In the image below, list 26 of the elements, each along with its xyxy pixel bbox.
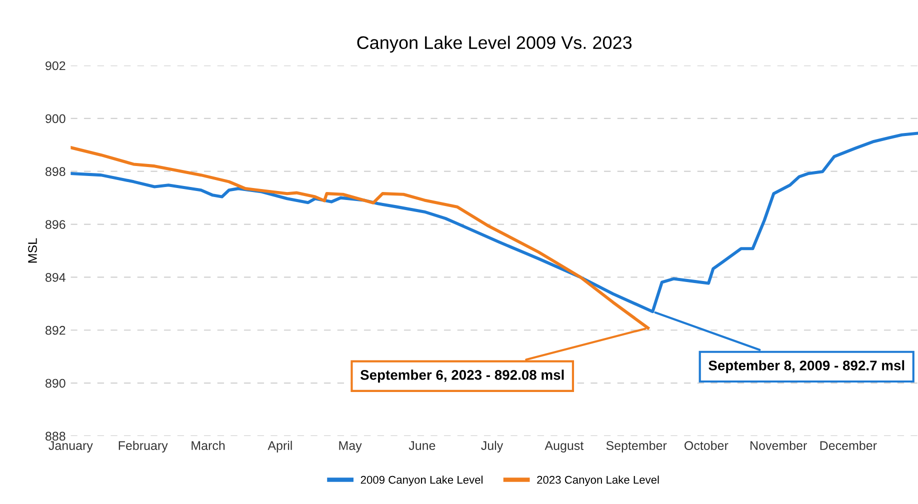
y-tick-label: 890	[46, 378, 66, 388]
x-tick-label: May	[339, 441, 362, 452]
legend-label: 2023 Canyon Lake Level	[537, 476, 659, 486]
x-tick-label: January	[48, 441, 93, 452]
y-tick-label: 892	[46, 326, 66, 335]
y-tick-label: 888	[46, 432, 66, 441]
x-tick-label: November	[750, 440, 807, 450]
chart-title: Canyon Lake Level 2009 Vs. 2023	[357, 36, 632, 53]
y-tick-label: 898	[46, 167, 66, 176]
x-tick-label: July	[481, 440, 504, 452]
y-tick-label: 900	[46, 114, 66, 124]
y-axis-title: MSL	[28, 238, 37, 263]
x-tick-label: October	[684, 440, 728, 450]
x-tick-label: February	[118, 440, 168, 452]
annotation: September 8, 2009 - 892.7 msl	[708, 360, 904, 374]
x-tick-label: April	[268, 440, 292, 452]
legend-label: 2009 Canyon Lake Level	[360, 476, 482, 486]
annotation: September 6, 2023 - 892.08 msl	[360, 370, 564, 383]
x-tick-label: August	[544, 441, 584, 452]
x-tick-label: September	[606, 440, 667, 452]
y-tick-label: 902	[46, 61, 66, 70]
x-tick-label: June	[408, 441, 436, 450]
y-tick-label: 894	[46, 273, 66, 282]
y-tick-label: 896	[46, 220, 66, 229]
x-tick-label: March	[192, 440, 225, 450]
x-tick-label: December	[820, 440, 877, 450]
